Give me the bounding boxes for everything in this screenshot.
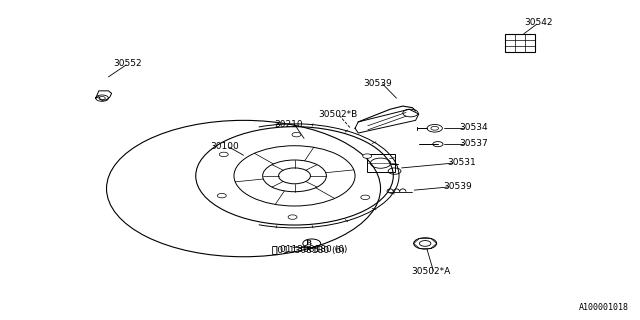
Circle shape — [220, 152, 228, 156]
Text: 30539: 30539 — [364, 79, 392, 88]
Text: 30502*A: 30502*A — [411, 268, 451, 276]
Circle shape — [361, 195, 370, 200]
Bar — [367, 154, 394, 172]
Text: 30542: 30542 — [524, 18, 552, 27]
Circle shape — [363, 154, 372, 158]
Text: 30539: 30539 — [444, 181, 472, 190]
Text: 30534: 30534 — [459, 123, 488, 132]
Text: 30552: 30552 — [113, 60, 142, 68]
Circle shape — [292, 132, 301, 137]
Text: 30502*B: 30502*B — [319, 110, 358, 119]
Text: 30531: 30531 — [447, 158, 476, 167]
Text: A100001018: A100001018 — [579, 303, 629, 312]
Text: 30537: 30537 — [459, 139, 488, 148]
Text: 011308180 (6): 011308180 (6) — [280, 245, 348, 254]
Bar — [505, 34, 536, 52]
Circle shape — [288, 215, 297, 219]
Text: B: B — [305, 239, 312, 247]
Text: Ⓑ: Ⓑ — [271, 244, 278, 254]
Circle shape — [218, 193, 227, 198]
Text: Ⓑ011308180 (6): Ⓑ011308180 (6) — [271, 245, 344, 254]
Text: 30210: 30210 — [274, 120, 303, 129]
Text: 30100: 30100 — [211, 142, 239, 151]
